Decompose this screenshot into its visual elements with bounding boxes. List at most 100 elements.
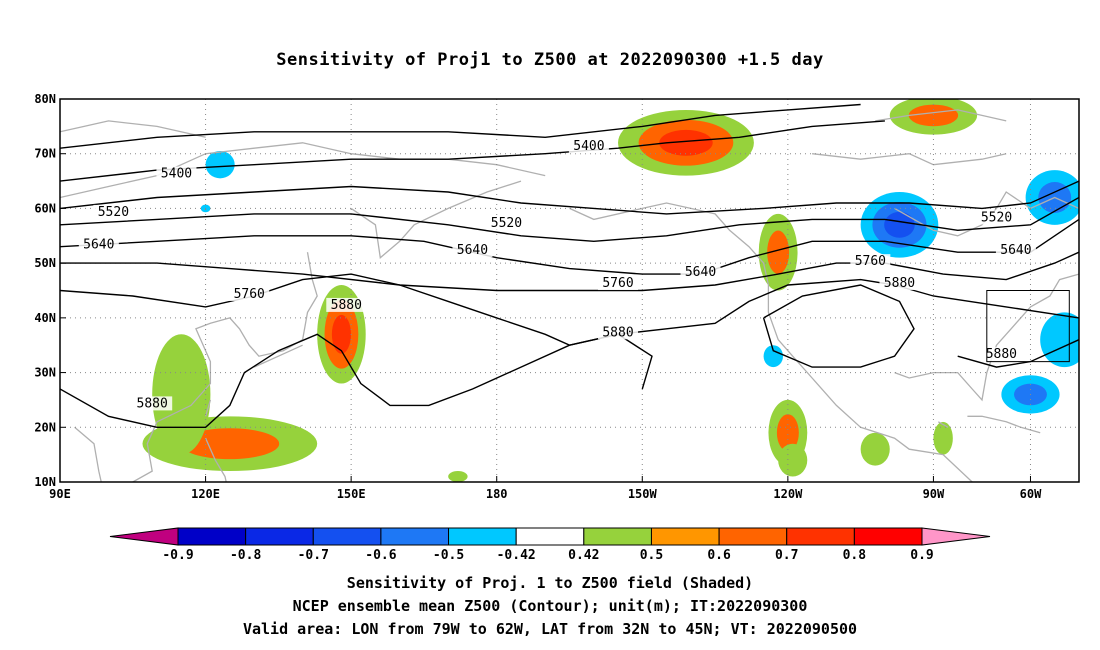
sensitivity-blob [933, 421, 953, 455]
sensitivity-level-patch [331, 314, 351, 354]
colorbar-swatch [515, 527, 585, 546]
coastline [569, 202, 973, 482]
caption-shading: Sensitivity of Proj. 1 to Z500 field (Sh… [346, 574, 754, 592]
contour-label-bg [93, 204, 134, 219]
coastline [875, 109, 1007, 122]
sensitivity-blob [448, 471, 468, 482]
contour-label: 5880 [331, 298, 362, 313]
contour-label-bg [78, 237, 119, 252]
colorbar-label: -0.7 [298, 548, 329, 563]
contour-label: 5640 [457, 243, 488, 258]
lon-tick-label: 180 [486, 487, 508, 501]
coastline [60, 142, 546, 199]
colorbar-swatch [380, 527, 450, 546]
colorbar-swatch [650, 527, 720, 546]
z500-contours [60, 103, 1079, 428]
contour-label-bg [680, 265, 721, 280]
colorbar-label: -0.42 [497, 548, 536, 563]
sensitivity-blob [758, 213, 798, 291]
sensitivity-blob [205, 150, 235, 179]
lon-tick-label: 120W [773, 487, 803, 501]
contour-label-bg [326, 297, 367, 312]
contour-label-bg [879, 276, 920, 291]
colorbar-swatch [448, 527, 517, 546]
sensitivity-blob [763, 345, 784, 368]
colorbar: -0.9 -0.8 -0.7 -0.6 -0.5 -0.42 0.42 0.5 0.6 0.7 0.… [109, 527, 991, 563]
colorbar-swatch [583, 527, 652, 546]
colorbar-label: -0.6 [365, 548, 396, 563]
z500-contour-line [762, 284, 915, 368]
z500-contour-line [60, 218, 1079, 275]
lon-tick-label: 150E [337, 487, 366, 501]
sensitivity-level-patch [448, 471, 468, 482]
colorbar-label: -0.5 [433, 548, 464, 563]
contour-label: 5880 [884, 276, 915, 291]
axis-labels: 90E 120E 150E 180 150W 120W 90W 60W 10N 20N 30N 40N… [34, 92, 1042, 501]
sensitivity-blob [1040, 312, 1079, 368]
caption-valid-area: Valid area: LON from 79W to 62W, LAT fro… [242, 620, 858, 638]
lon-tick-label: 150W [628, 487, 658, 501]
contour-label: 5640 [1000, 243, 1031, 258]
contour-label: 5520 [98, 205, 129, 220]
colorbar-label: 0.7 [775, 548, 798, 563]
coastline [894, 273, 1079, 402]
lat-tick-label: 30N [34, 366, 56, 380]
contour-label-bg [598, 325, 639, 340]
coastline [205, 437, 227, 482]
coastline [60, 120, 206, 138]
contour-label: 5880 [602, 325, 633, 340]
lon-tick-label: 90W [923, 487, 945, 501]
contour-label-bg [486, 215, 527, 230]
coastline [967, 415, 1041, 434]
sensitivity-level-patch [933, 421, 953, 455]
contour-label: 5760 [234, 287, 265, 302]
colorbar-swatch [177, 527, 247, 546]
lon-tick-label: 60W [1020, 487, 1042, 501]
contour-label: 5520 [491, 216, 522, 231]
colorbar-swatch [312, 527, 382, 546]
contour-label-bg [995, 243, 1036, 258]
z500-contour-line [60, 251, 1079, 292]
sensitivity-level-patch [659, 129, 713, 156]
z500-contour-line [60, 103, 861, 149]
sensitivity-level-patch [205, 150, 235, 179]
colorbar-label: 0.6 [707, 548, 731, 563]
contour-label-bg [156, 166, 197, 181]
contour-label: 5640 [685, 265, 716, 280]
contour-label: 5760 [602, 276, 633, 291]
colorbar-min-triangle [109, 527, 179, 546]
sensitivity-blob [889, 99, 978, 135]
lat-tick-label: 50N [34, 256, 56, 270]
z500-contour-line [60, 196, 1079, 243]
caption-contour: NCEP ensemble mean Z500 (Contour); unit(… [292, 597, 808, 615]
lon-tick-label: 120E [191, 487, 220, 501]
z500-contour-line [60, 333, 653, 428]
colorbar-label: -0.9 [162, 548, 193, 563]
z500-contour-line [60, 120, 885, 182]
sensitivity-level-patch [180, 428, 280, 460]
lon-tick-label: 90E [49, 487, 71, 501]
coastline [812, 153, 1007, 166]
sensitivity-level-patch [152, 334, 211, 455]
colorbar-swatch [786, 527, 855, 546]
z500-contour-line [60, 273, 1079, 346]
contour-label: 5640 [83, 238, 114, 253]
coastline [937, 421, 949, 428]
lat-tick-label: 40N [34, 311, 56, 325]
colorbar-label: -0.8 [230, 548, 261, 563]
contour-label-bg [981, 347, 1022, 362]
coastline [204, 399, 212, 417]
sensitivity-blob [778, 443, 808, 477]
lat-tick-label: 60N [34, 201, 56, 215]
contour-label-bg [850, 254, 891, 269]
z500-contour-line [60, 180, 1079, 215]
lat-tick-label: 80N [34, 92, 56, 106]
contour-label: 5520 [981, 210, 1012, 225]
sensitivity-level-patch [778, 443, 808, 477]
contour-label: 5880 [137, 396, 168, 411]
map-frame [59, 98, 1080, 483]
contour-label-bg [452, 243, 493, 258]
sensitivity-level-patch [860, 432, 890, 466]
contour-label: 5880 [986, 347, 1017, 362]
